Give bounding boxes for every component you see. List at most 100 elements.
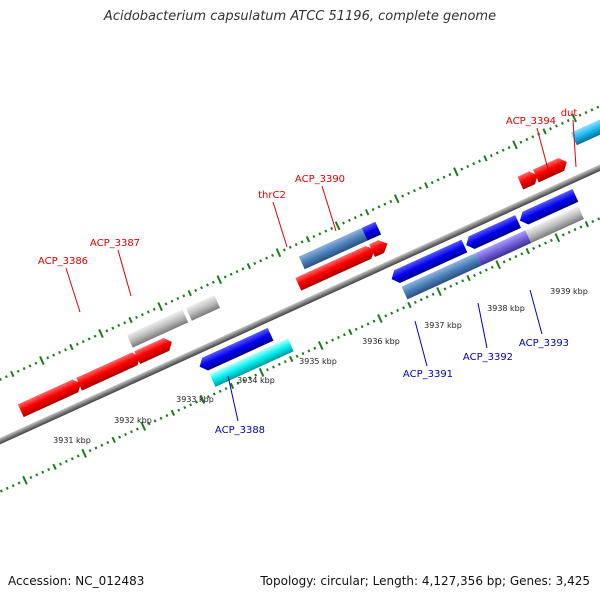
upper-tick bbox=[413, 189, 416, 193]
feature-acp-3390-red[interactable] bbox=[369, 237, 390, 258]
gene-label-thrc2[interactable]: thrC2 bbox=[258, 190, 286, 201]
upper-tick bbox=[246, 263, 252, 270]
feature-acp-3392-blue[interactable] bbox=[463, 215, 521, 251]
scale-label-3933: 3933 kbp bbox=[176, 395, 214, 404]
upper-tick bbox=[93, 334, 97, 338]
lower-tick bbox=[348, 328, 353, 336]
upper-tick bbox=[98, 329, 104, 339]
feature-fwd-left-red[interactable] bbox=[17, 377, 84, 418]
feature-acp-3393-gray[interactable] bbox=[525, 206, 584, 244]
lower-tick bbox=[443, 287, 447, 291]
feature-acp-3387-gray[interactable] bbox=[186, 295, 221, 321]
lower-tick bbox=[130, 430, 133, 434]
gene-label-acp-3387[interactable]: ACP_3387 bbox=[90, 238, 140, 249]
upper-tick bbox=[389, 199, 393, 204]
lower-tick bbox=[567, 230, 571, 234]
upper-tick bbox=[347, 218, 351, 222]
gene-label-acp-3392[interactable]: ACP_3392 bbox=[463, 352, 513, 363]
upper-tick bbox=[157, 302, 163, 312]
lower-tick bbox=[584, 221, 590, 228]
gene-label-acp-3388[interactable]: ACP_3388 bbox=[215, 425, 265, 436]
lower-tick bbox=[236, 381, 240, 385]
upper-tick bbox=[531, 135, 535, 139]
lower-tick bbox=[266, 368, 269, 372]
feature-acp-3391-steel[interactable] bbox=[401, 253, 482, 300]
lower-tick bbox=[490, 265, 494, 269]
gene-label-acp-3393[interactable]: ACP_3393 bbox=[519, 338, 569, 349]
gene-label-acp-3391[interactable]: ACP_3391 bbox=[403, 369, 453, 380]
lower-tick bbox=[354, 327, 358, 331]
lower-tick bbox=[118, 435, 122, 439]
feature-acp-3393-blue[interactable] bbox=[517, 188, 579, 227]
lower-tick bbox=[402, 306, 405, 310]
upper-tick bbox=[58, 350, 62, 354]
scale-label-3936: 3936 kbp bbox=[362, 337, 400, 346]
feature-thrc2-steel[interactable] bbox=[298, 227, 368, 270]
lower-tick bbox=[59, 462, 62, 466]
upper-tick bbox=[555, 124, 558, 128]
lower-tick bbox=[525, 248, 530, 255]
lower-tick bbox=[47, 467, 51, 472]
upper-tick bbox=[418, 186, 422, 190]
scale-label-3935: 3935 kbp bbox=[299, 357, 337, 366]
upper-tick bbox=[46, 356, 50, 360]
feature-thrc2-red[interactable] bbox=[295, 243, 377, 291]
feature-acp-3386-gray[interactable] bbox=[126, 309, 189, 348]
feature-acp-3388-blue[interactable] bbox=[197, 327, 274, 373]
upper-tick bbox=[330, 226, 334, 230]
upper-tick bbox=[549, 127, 552, 131]
feature-acp-3391-blue[interactable] bbox=[389, 239, 468, 286]
lower-tick bbox=[70, 457, 74, 461]
upper-tick bbox=[206, 283, 209, 287]
lower-tick bbox=[29, 476, 33, 480]
upper-tick bbox=[424, 182, 429, 189]
lower-tick bbox=[165, 414, 169, 418]
upper-tick bbox=[324, 229, 328, 233]
lower-tick bbox=[331, 338, 334, 342]
lower-tick bbox=[140, 421, 147, 431]
feature-acp-3392-violet[interactable] bbox=[475, 230, 532, 266]
lower-tick bbox=[199, 394, 206, 404]
feature-acp-3387-red[interactable] bbox=[134, 336, 174, 365]
feature-dut-red[interactable] bbox=[532, 156, 570, 183]
feature-acp-3394-red[interactable] bbox=[517, 169, 540, 190]
lower-tick bbox=[449, 284, 453, 288]
feature-acp-3386-red[interactable] bbox=[76, 350, 143, 391]
upper-tick bbox=[519, 140, 523, 144]
upper-tick bbox=[478, 159, 481, 163]
upper-tick bbox=[123, 321, 127, 325]
lower-tick bbox=[224, 387, 228, 391]
lower-tick bbox=[461, 279, 465, 283]
lower-tick bbox=[94, 446, 98, 450]
lower-tick bbox=[88, 449, 92, 453]
gene-label-acp-3390[interactable]: ACP_3390 bbox=[295, 174, 345, 185]
gene-label-acp-3386[interactable]: ACP_3386 bbox=[38, 256, 88, 267]
upper-tick bbox=[111, 326, 115, 330]
lower-tick bbox=[248, 376, 252, 380]
map-title: Acidobacterium capsulatum ATCC 51196, co… bbox=[103, 9, 497, 24]
upper-tick bbox=[81, 340, 85, 344]
upper-tick bbox=[472, 162, 476, 166]
feature-acp-3388-cyan[interactable] bbox=[209, 338, 294, 387]
lower-tick bbox=[242, 378, 246, 383]
upper-tick bbox=[448, 172, 452, 177]
upper-tick bbox=[187, 289, 192, 297]
upper-tick bbox=[436, 178, 440, 182]
upper-tick bbox=[596, 105, 600, 109]
upper-tick bbox=[170, 299, 174, 303]
lower-tick bbox=[135, 427, 139, 431]
upper-tick bbox=[525, 137, 529, 142]
lower-tick bbox=[147, 422, 151, 426]
upper-tick bbox=[483, 155, 488, 162]
upper-tick bbox=[401, 194, 405, 198]
gene-label-acp-3394[interactable]: ACP_3394 bbox=[506, 116, 556, 127]
feature-acp-3390-blue[interactable] bbox=[361, 221, 382, 241]
lower-tick bbox=[81, 448, 87, 458]
feature-dut-sky[interactable] bbox=[570, 118, 600, 146]
lower-tick bbox=[390, 311, 394, 315]
gene-label-dut[interactable]: dut bbox=[561, 108, 578, 119]
upper-tick bbox=[275, 248, 282, 258]
lower-tick bbox=[466, 274, 471, 282]
lower-tick bbox=[325, 341, 329, 345]
